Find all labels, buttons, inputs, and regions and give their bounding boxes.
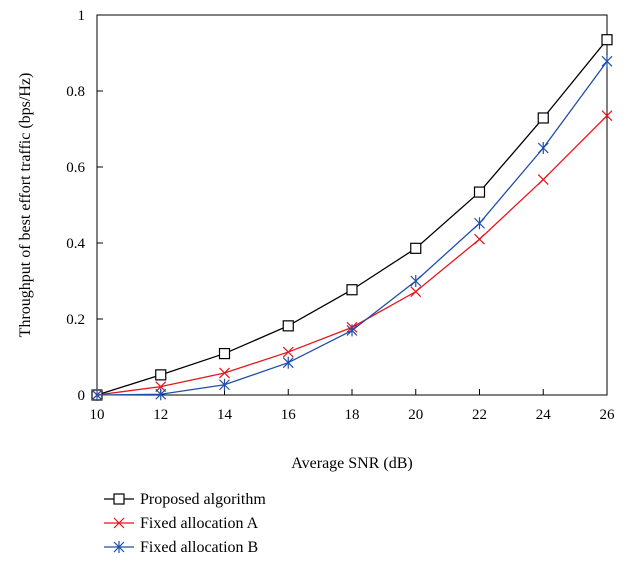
legend-item: Proposed algorithm (104, 491, 266, 508)
data-point-stroke (537, 174, 549, 185)
data-point (155, 369, 167, 381)
data-point (474, 233, 485, 245)
data-point (474, 217, 485, 230)
data-point (219, 378, 230, 391)
legend-label: Fixed allocation B (140, 539, 258, 556)
data-point-stroke (282, 346, 294, 358)
data-point (473, 186, 486, 198)
data-point (537, 112, 549, 124)
data-point (282, 356, 294, 369)
x-axis: 10 12 14 16 18 20 22 24 26 (90, 389, 616, 423)
legend-marker-shape (113, 493, 125, 505)
data-point (346, 324, 358, 337)
series-2 (91, 110, 613, 401)
y-tick-label: 0.4 (66, 236, 85, 252)
data-point (537, 174, 549, 185)
series-3 (91, 55, 613, 401)
x-axis-label: Average SNR (dB) (291, 455, 412, 472)
data-point-shape (282, 320, 294, 332)
data-point (410, 286, 422, 298)
x-tick-label: 10 (90, 407, 105, 423)
data-point (601, 110, 613, 122)
data-point-shape (346, 284, 358, 296)
legend: Proposed algorithm Fixed allocation A Fixe… (104, 491, 266, 556)
x-tick-label: 20 (408, 407, 423, 423)
plot-area (96, 14, 608, 396)
x-tick-label: 22 (472, 407, 487, 423)
legend-marker (113, 493, 125, 505)
data-point-stroke (410, 286, 422, 298)
legend-item: Fixed allocation A (104, 515, 259, 532)
y-tick-label: 0.2 (66, 312, 85, 328)
legend-label: Proposed algorithm (140, 491, 266, 508)
x-tick-label: 26 (600, 407, 616, 423)
data-point (91, 389, 103, 401)
data-point (537, 142, 549, 154)
data-point-shape (218, 347, 231, 360)
legend-item: Fixed allocation B (104, 539, 258, 556)
series-layer (91, 34, 613, 401)
series-line (96, 60, 608, 396)
series-line (96, 39, 608, 396)
data-point-shape (473, 186, 486, 198)
legend-label: Fixed allocation A (140, 515, 259, 532)
x-tick-label: 14 (217, 407, 233, 423)
data-point-stroke (219, 367, 230, 379)
data-point (219, 367, 230, 379)
legend-marker (113, 541, 125, 553)
plot-frame (96, 14, 608, 396)
data-point-shape (155, 369, 167, 381)
data-point-shape (410, 242, 422, 254)
data-point (410, 242, 422, 254)
series-line (96, 115, 608, 396)
data-point (155, 388, 167, 401)
data-point-stroke (601, 110, 613, 122)
y-tick-label: 0.6 (66, 160, 85, 176)
y-tick-label: 0.8 (66, 84, 85, 100)
x-tick-label: 16 (281, 407, 297, 423)
x-tick-label: 18 (345, 407, 360, 423)
y-axis-label: Throughput of best effort traffic (bps/H… (17, 73, 34, 338)
y-tick-label: 0 (78, 388, 86, 404)
data-point (346, 284, 358, 296)
data-point (282, 346, 294, 358)
legend-marker (113, 517, 125, 529)
data-point (218, 347, 231, 360)
x-tick-label: 24 (536, 407, 552, 423)
data-point-stroke (474, 233, 485, 245)
data-point (282, 320, 294, 332)
series-1 (91, 34, 613, 401)
data-point-shape (537, 112, 549, 124)
legend-marker-stroke (113, 517, 125, 529)
y-axis: 0 0.2 0.4 0.6 0.8 1 (66, 8, 103, 404)
data-point (601, 34, 613, 46)
data-point (155, 381, 167, 393)
y-tick-label: 1 (78, 8, 86, 24)
data-point (410, 275, 422, 287)
data-point-stroke (155, 381, 167, 393)
data-point-shape (601, 34, 613, 46)
x-tick-label: 12 (153, 407, 168, 423)
data-point (601, 55, 613, 68)
